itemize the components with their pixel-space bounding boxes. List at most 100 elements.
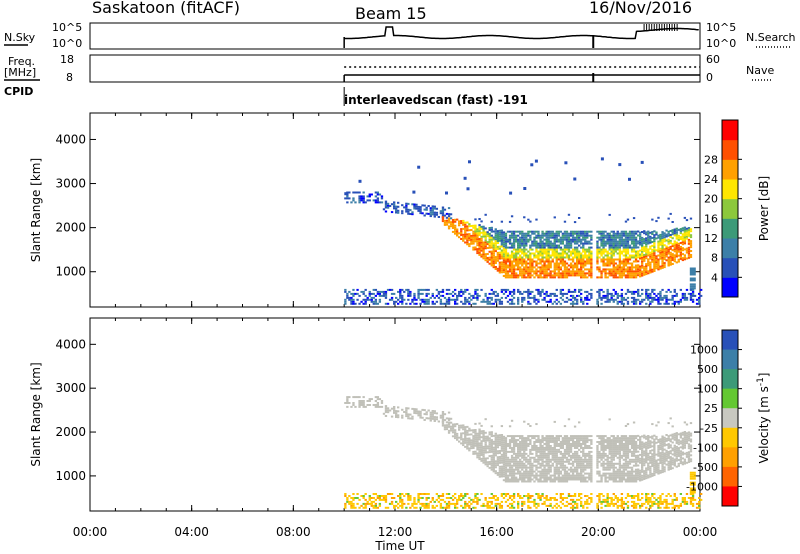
velocity-cell: [376, 402, 380, 404]
power-cell: [639, 269, 642, 272]
velocity-cell: [484, 441, 487, 444]
power-cell: [689, 279, 696, 282]
power-cell: [634, 232, 638, 235]
velocity-cell: [512, 443, 516, 445]
velocity-cell: [573, 458, 577, 461]
power-cell: [634, 274, 638, 277]
velocity-cell: [380, 495, 384, 497]
power-cell: [529, 248, 532, 251]
power-cell: [539, 248, 542, 251]
velocity-cell: [384, 506, 388, 509]
velocity-cell: [563, 464, 567, 467]
power-cell: [352, 294, 355, 297]
velocity-cell: [346, 402, 349, 404]
velocity-cell: [449, 429, 453, 432]
velocity-cell: [504, 468, 508, 471]
velocity-cell: [586, 441, 589, 443]
power-cell: [675, 249, 678, 252]
power-cell: [466, 221, 469, 224]
power-cell: [610, 274, 613, 277]
velocity-cell: [576, 464, 579, 467]
power-cell: [588, 268, 591, 271]
velocity-cell: [563, 474, 567, 477]
velocity-cell: [539, 452, 542, 455]
velocity-cell: [549, 466, 552, 469]
velocity-cell: [504, 472, 508, 475]
velocity-cell: [397, 416, 400, 419]
velocity-cell: [423, 502, 426, 505]
power-cell: [537, 300, 540, 303]
power-cell: [669, 255, 672, 258]
velocity-cell: [486, 502, 489, 505]
velocity-cell: [555, 458, 558, 461]
power-cell: [649, 253, 652, 256]
velocity-cell: [588, 458, 591, 461]
power-cell: [606, 232, 609, 235]
velocity-cell: [565, 474, 569, 477]
velocity-cell: [506, 450, 510, 453]
power-cell: [630, 256, 634, 259]
power-cell: [677, 242, 680, 245]
velocity-cell: [539, 448, 542, 451]
velocity-cell: [464, 493, 467, 495]
power-cell: [555, 244, 558, 247]
velocity-cell: [492, 462, 495, 465]
velocity-cell: [527, 439, 530, 442]
power-cell: [618, 254, 622, 257]
power-cell: [411, 211, 414, 214]
velocity-cell: [543, 447, 546, 449]
power-cell: [576, 256, 579, 259]
power-cell: [569, 234, 573, 237]
power-cell: [539, 242, 542, 245]
velocity-cell: [494, 436, 497, 439]
power-cell: [472, 242, 475, 245]
power-cell: [645, 265, 648, 268]
velocity-cell: [360, 402, 363, 404]
velocity-cell: [549, 448, 552, 451]
power-cell: [620, 244, 624, 247]
power-cell: [653, 256, 656, 259]
power-cell: [675, 292, 678, 295]
power-cell: [494, 290, 497, 293]
velocity-cell: [482, 439, 485, 442]
power-cell: [466, 288, 469, 291]
power-cell: [541, 230, 544, 233]
power-cell: [541, 232, 544, 235]
velocity-cell: [425, 413, 428, 416]
power-cell: [565, 238, 569, 241]
velocity-cell: [502, 497, 506, 499]
velocity-cell: [521, 454, 524, 457]
power-cell: [628, 244, 632, 247]
power-cell: [634, 258, 638, 261]
velocity-cell: [466, 429, 469, 432]
velocity-cell: [490, 445, 493, 447]
power-cell: [645, 269, 648, 272]
velocity-cell: [600, 456, 603, 459]
velocity-cell: [451, 425, 455, 428]
power-cell: [620, 266, 624, 269]
power-cell: [484, 227, 487, 230]
velocity-cell: [352, 404, 355, 406]
power-cell: [462, 219, 465, 222]
power-cell: [641, 272, 644, 275]
velocity-cell: [573, 506, 577, 509]
power-cell: [624, 270, 628, 273]
power-cell: [665, 296, 668, 299]
velocity-cell: [523, 441, 526, 443]
velocity-cell: [344, 506, 347, 509]
power-cell: [641, 238, 644, 241]
power-cell: [565, 296, 569, 299]
velocity-cell: [559, 495, 563, 497]
power-cell: [679, 246, 683, 248]
velocity-cell: [573, 437, 577, 440]
power-cell: [645, 233, 648, 236]
power-cell: [543, 266, 546, 269]
velocity-cell: [582, 480, 585, 483]
velocity-cell: [567, 437, 571, 440]
power-cell: [643, 230, 646, 233]
velocity-cell: [447, 504, 451, 507]
power-cell: [368, 298, 371, 301]
power-cell: [547, 300, 550, 303]
power-cell: [624, 240, 628, 243]
power-cell: [523, 244, 526, 247]
